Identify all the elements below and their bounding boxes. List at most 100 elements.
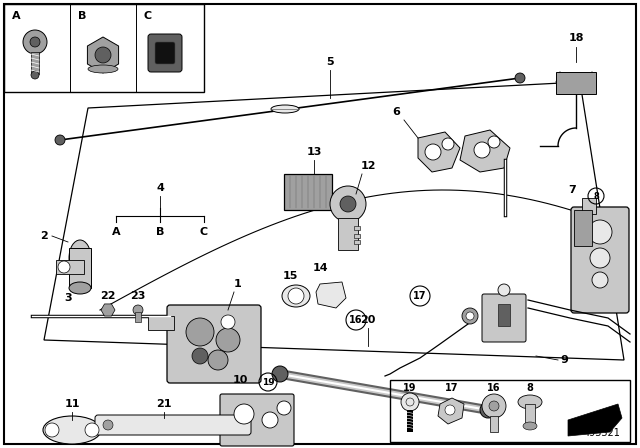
Circle shape <box>262 412 278 428</box>
Circle shape <box>23 30 47 54</box>
Bar <box>69 248 91 288</box>
FancyBboxPatch shape <box>95 415 251 435</box>
Text: 16: 16 <box>349 315 363 325</box>
Text: 19: 19 <box>262 378 275 387</box>
Polygon shape <box>438 398 464 424</box>
Polygon shape <box>101 304 115 316</box>
Ellipse shape <box>69 240 91 276</box>
Circle shape <box>480 402 496 418</box>
Text: 3: 3 <box>64 293 72 303</box>
Text: 16: 16 <box>487 383 500 393</box>
Circle shape <box>498 284 510 296</box>
FancyBboxPatch shape <box>167 305 261 383</box>
Circle shape <box>30 37 40 47</box>
Text: C: C <box>144 11 152 21</box>
Text: 5: 5 <box>326 57 334 67</box>
Text: 10: 10 <box>232 375 248 385</box>
FancyBboxPatch shape <box>482 294 526 342</box>
Circle shape <box>425 144 441 160</box>
Text: 23: 23 <box>131 291 146 301</box>
Circle shape <box>85 423 99 437</box>
Circle shape <box>488 136 500 148</box>
Circle shape <box>406 398 414 406</box>
Bar <box>407 410 413 432</box>
FancyBboxPatch shape <box>571 207 629 313</box>
Text: 13: 13 <box>307 147 322 157</box>
Text: 9: 9 <box>560 355 568 365</box>
Circle shape <box>192 348 208 364</box>
Ellipse shape <box>43 416 101 444</box>
Bar <box>354 234 360 238</box>
Circle shape <box>103 420 113 430</box>
Text: 21: 21 <box>156 399 172 409</box>
Text: 15: 15 <box>282 271 298 281</box>
Bar <box>354 226 360 230</box>
Text: A: A <box>112 227 120 237</box>
Circle shape <box>221 315 235 329</box>
Text: 1: 1 <box>234 279 242 289</box>
Circle shape <box>340 196 356 212</box>
Text: 7: 7 <box>568 185 576 195</box>
Polygon shape <box>460 130 510 172</box>
Text: B: B <box>78 11 86 21</box>
Text: 19: 19 <box>403 383 417 393</box>
Text: 22: 22 <box>100 291 116 301</box>
Text: 12: 12 <box>360 161 376 171</box>
Circle shape <box>330 186 366 222</box>
Text: 2: 2 <box>40 231 48 241</box>
Ellipse shape <box>518 395 542 409</box>
Bar <box>4 4 204 92</box>
FancyBboxPatch shape <box>148 34 182 72</box>
Circle shape <box>590 248 610 268</box>
Bar <box>31 52 39 74</box>
Circle shape <box>31 71 39 79</box>
Text: C: C <box>200 227 208 237</box>
Circle shape <box>445 405 455 415</box>
Circle shape <box>401 393 419 411</box>
Bar <box>390 380 630 442</box>
Text: 8: 8 <box>527 383 533 393</box>
Text: 17: 17 <box>445 383 459 393</box>
Text: 17: 17 <box>413 291 427 301</box>
Ellipse shape <box>88 65 118 73</box>
Text: 14: 14 <box>312 263 328 273</box>
Bar <box>574 210 592 246</box>
Bar <box>582 198 596 214</box>
Circle shape <box>216 328 240 352</box>
Circle shape <box>272 366 288 382</box>
Circle shape <box>288 288 304 304</box>
Text: 4: 4 <box>156 183 164 193</box>
Text: B: B <box>156 227 164 237</box>
Text: 6: 6 <box>392 107 400 117</box>
Circle shape <box>489 401 499 411</box>
Ellipse shape <box>523 422 537 430</box>
Circle shape <box>442 138 454 150</box>
Circle shape <box>95 47 111 63</box>
Circle shape <box>482 394 506 418</box>
Ellipse shape <box>271 105 299 113</box>
Bar <box>556 72 596 94</box>
Bar <box>490 416 498 432</box>
Bar <box>56 260 84 274</box>
Circle shape <box>474 142 490 158</box>
Ellipse shape <box>69 282 91 294</box>
Text: 8: 8 <box>593 191 599 201</box>
Bar <box>135 312 141 322</box>
Circle shape <box>588 220 612 244</box>
Circle shape <box>133 305 143 315</box>
Circle shape <box>45 423 59 437</box>
Text: 18: 18 <box>568 33 584 43</box>
Bar <box>148 316 174 330</box>
Polygon shape <box>568 404 622 436</box>
Bar <box>525 404 535 428</box>
Text: 11: 11 <box>64 399 80 409</box>
Text: 493321: 493321 <box>583 428 620 438</box>
FancyBboxPatch shape <box>155 42 175 64</box>
Circle shape <box>592 272 608 288</box>
Circle shape <box>55 135 65 145</box>
FancyBboxPatch shape <box>220 394 294 446</box>
Circle shape <box>466 312 474 320</box>
Text: 20: 20 <box>360 315 376 325</box>
Polygon shape <box>88 37 118 73</box>
Circle shape <box>277 401 291 415</box>
